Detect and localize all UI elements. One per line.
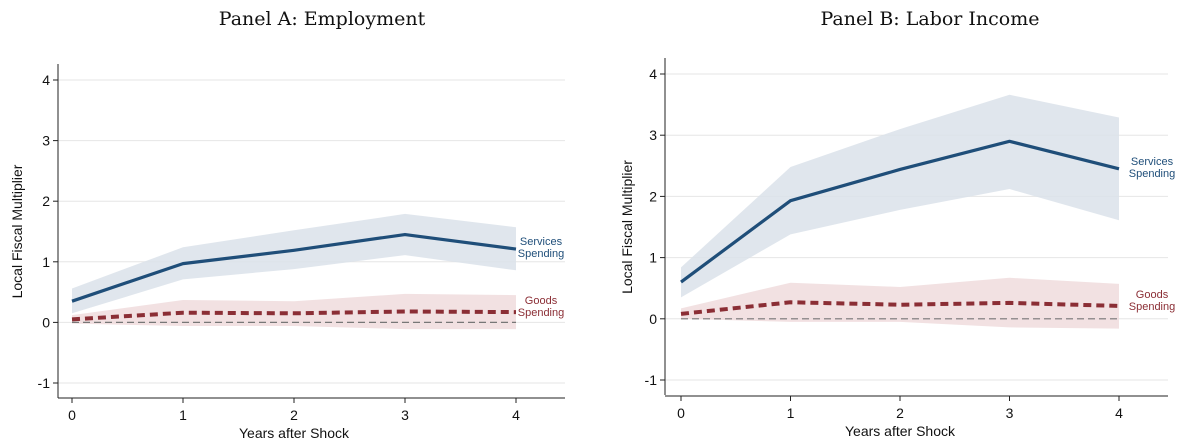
panel-a-x-tick-label: 3 — [401, 407, 409, 423]
panel-b-series-label-line: Spending — [1129, 301, 1176, 313]
panel-b-title: Panel B: Labor Income — [820, 8, 1040, 30]
panel-b-ci-band-0 — [681, 94, 1119, 298]
panel-b-series-label-line: Goods — [1136, 289, 1169, 301]
panel-b-y-tick-label: -1 — [645, 372, 658, 388]
panel-a-series-label-0: Services Spending — [518, 236, 565, 260]
panel-a-y-tick-label: -1 — [38, 375, 51, 391]
panel-b-x-axis-label: Years after Shock — [845, 423, 956, 439]
panel-a-y-tick-label: 4 — [42, 72, 50, 88]
panel-a-series-label-line: Spending — [518, 307, 565, 319]
panel-a-x-tick-label: 4 — [512, 407, 520, 423]
panel-a-series-label-line: Services — [520, 236, 563, 248]
panel-b-series-label-0: Services Spending — [1129, 156, 1176, 180]
panel-b-y-tick-label: 4 — [649, 66, 657, 82]
panel-a-ci-band-0 — [72, 213, 516, 314]
panel-a-series-label-line: Spending — [518, 248, 565, 260]
panel-a-series-line-0 — [71, 232, 517, 303]
panel-a-x-tick-label: 1 — [179, 407, 187, 423]
panel-a-series-line-1 — [71, 309, 517, 322]
panel-a-x-tick-label: 2 — [290, 407, 298, 423]
panel-b-y-tick-label: 3 — [649, 127, 657, 143]
panel-b-series-label-line: Services — [1131, 156, 1174, 168]
panel-a-title: Panel A: Employment — [218, 8, 426, 30]
panel-b-x-tick-label: 1 — [787, 405, 795, 421]
panel-b-series-label-line: Spending — [1129, 168, 1176, 180]
panel-a-y-tick-label: 0 — [42, 314, 50, 330]
panel-a-y-tick-label: 2 — [42, 193, 50, 209]
panel-b-series-label-1: Goods Spending — [1129, 289, 1176, 313]
panel-b-x-tick-label: 4 — [1115, 405, 1123, 421]
panel-a-x-tick-label: 0 — [68, 407, 76, 423]
panel-b-series-line-0 — [680, 139, 1120, 284]
panel-b-x-tick-label: 2 — [896, 405, 904, 421]
panel-b-y-tick-label: 1 — [649, 250, 657, 266]
panel-b-x-tick-label: 3 — [1006, 405, 1014, 421]
panel-b-y-axis-label: Local Fiscal Multiplier — [619, 160, 635, 294]
panel-b-y-tick-label: 0 — [649, 311, 657, 327]
panel-b-y-tick-label: 2 — [649, 188, 657, 204]
panel-b-ci-band-1 — [681, 277, 1119, 329]
panel-a-y-tick-label: 1 — [42, 254, 50, 270]
panel-a-x-axis-label: Years after Shock — [239, 425, 350, 441]
panel-a-series-label-1: Goods Spending — [518, 295, 565, 319]
panel-a-y-tick-label: 3 — [42, 133, 50, 149]
panel-b-series-line-1 — [680, 300, 1120, 316]
panel-a-y-axis-label: Local Fiscal Multiplier — [9, 164, 25, 298]
panel-a-series-label-line: Goods — [525, 295, 558, 307]
panel-b-x-tick-label: 0 — [677, 405, 685, 421]
